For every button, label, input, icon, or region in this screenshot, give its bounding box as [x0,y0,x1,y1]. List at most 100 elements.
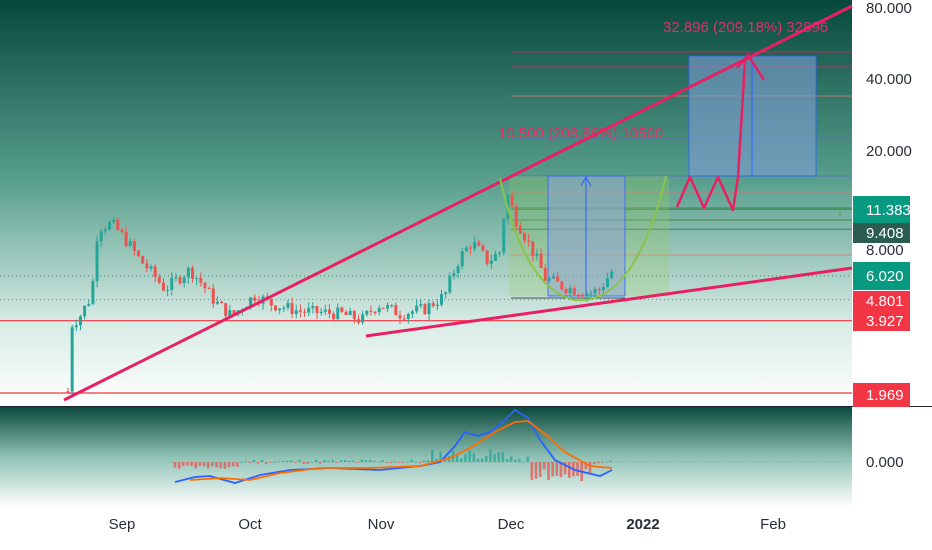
candle-body [199,277,203,283]
candle-body [410,311,414,314]
macd-histogram-bar [460,458,463,462]
candle-body [502,219,506,253]
macd-histogram-bar [489,449,492,462]
price-badges: 11.383 9.408 6.020 4.801 3.927 1.969 [853,196,911,407]
candle-body [448,275,452,293]
macd-histogram-bar [426,460,430,462]
macd-histogram-bar [223,462,227,469]
candle-body [435,304,439,306]
macd-histogram-bar [406,461,409,463]
macd-histogram-bar [352,460,355,462]
macd-histogram-bar [281,461,285,462]
candle-body [282,307,286,309]
macd-histogram-bar [343,460,347,462]
time-axis: Sep Oct Nov Dec 2022 Feb [109,516,786,533]
candle-body [108,222,111,230]
macd-histogram-bar [530,462,534,480]
macd-histogram-bar [364,460,368,462]
candle-body [539,253,543,268]
candle-body [361,314,365,323]
lower-trendline [365,266,853,338]
candle-body [220,301,224,304]
candle-body [469,247,473,249]
candle-body [215,301,219,304]
candle-body [444,292,448,295]
macd-histogram-bar [431,449,434,462]
candle-body [170,277,174,290]
candle-body [157,276,161,283]
price-badge-label: 9.408 [866,225,904,242]
price-badge [853,311,910,331]
candle-body [593,289,597,294]
candle-body [112,219,116,223]
macd-histogram-bar [381,460,384,462]
candle-body [161,282,165,291]
macd-histogram-bar [497,452,500,462]
time-axis-background [0,507,852,550]
macd-histogram-bar [256,462,260,464]
macd-histogram-bar [385,462,388,463]
candle-body [195,277,199,279]
candle-body [78,316,82,326]
macd-histogram-bar [538,462,542,477]
candle-body [456,266,460,274]
macd-histogram-bar [455,455,459,462]
candle-body [70,327,74,392]
macd-histogram-bar [526,456,530,462]
candle-body [74,325,78,328]
candle-body [514,206,518,227]
candle-body [269,298,273,306]
candle-body [191,267,194,279]
macd-histogram-bar [177,462,181,469]
macd-histogram-bar [298,459,301,462]
candle-body [132,241,136,251]
macd-histogram-bar [597,462,600,464]
macd-histogram-bar [505,458,509,462]
macd-histogram-bar [198,462,202,466]
candle-body [228,310,232,317]
macd-histogram-bar [522,461,525,463]
candle-body [440,294,443,305]
price-badge-label: 6.020 [866,268,904,285]
candle-body [298,310,302,312]
cup-pattern-curve [499,175,667,302]
candle-body [315,305,319,313]
macd-histogram-bar [252,459,256,462]
price-badge [853,291,910,311]
candle-body [564,289,568,294]
macd-histogram-bar [277,461,281,463]
candle-body [547,278,551,281]
macd-histogram-bar [339,460,343,462]
candle-body [485,250,489,264]
candle-body [498,252,502,254]
macd-histogram-bar [389,462,393,463]
candle-body [552,276,556,279]
candle-body [307,308,311,313]
candle-body [369,310,373,312]
measure-arrowhead-lower [580,175,592,187]
candle-body [606,278,609,288]
macd-histogram-bar [248,462,251,463]
candle-body [597,289,601,291]
candle-body [394,305,398,316]
candle-body [601,287,605,291]
candle-body [253,297,257,301]
time-axis-label: 2022 [626,516,659,533]
macd-histogram-bar [360,459,364,462]
price-badge [853,262,910,290]
candle-body [286,303,290,308]
candle-body [332,313,336,320]
time-axis-label: Feb [760,516,786,533]
candle-body [357,319,360,323]
candle-body [87,304,91,306]
candle-body [373,311,377,313]
price-badge [853,196,910,224]
candle-body [377,307,381,313]
candle-body [323,309,327,312]
macd-histogram-bar [323,460,326,462]
candle-body [153,266,157,277]
macd-pane-background [0,407,852,507]
candle-body [290,303,294,315]
candle-body [556,276,560,282]
